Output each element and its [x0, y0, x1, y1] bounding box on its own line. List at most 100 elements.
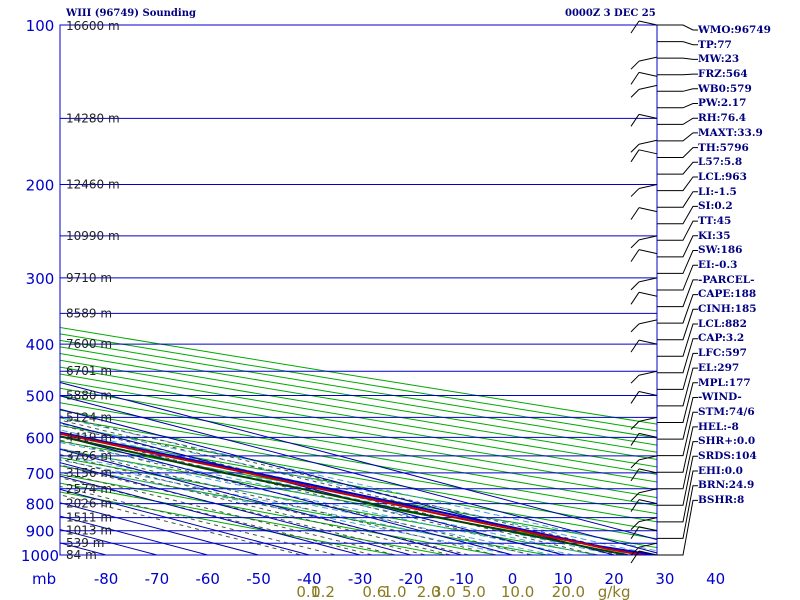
- pressure-label: 500: [26, 387, 55, 405]
- wind-barb-flag: [630, 433, 640, 446]
- wind-barb-staff: [638, 550, 658, 556]
- wind-barb-staff: [638, 517, 658, 523]
- sounding-parameter: BRN:24.9: [698, 479, 755, 492]
- parameter-leader-line: [657, 264, 698, 291]
- sounding-parameters-panel: WMO:96749 TP:77 MW:23 FRZ:564 WB0:579 PW:2.17…: [698, 23, 798, 508]
- wind-barb-staff: [638, 488, 658, 494]
- mixing-ratio-label: 5.0: [462, 583, 486, 600]
- sounding-parameter: BSHR:8: [698, 494, 745, 506]
- pressure-label: 900: [26, 523, 55, 541]
- wind-barb-staff: [638, 235, 658, 241]
- parameter-leader-line: [657, 323, 698, 357]
- wind-barb-flag: [630, 374, 640, 384]
- wind-barb-staff: [638, 184, 658, 190]
- wind-barb-flag: [630, 143, 640, 153]
- temperature-tick-label: -20: [399, 570, 424, 588]
- parameter-leader-line: [657, 338, 698, 374]
- wind-barb-flag: [630, 339, 640, 353]
- sounding-parameter: STM:74/6: [698, 405, 755, 418]
- wind-barb-flag: [630, 323, 640, 333]
- wind-barb-staff: [638, 432, 658, 438]
- mixing-ratio-label: 0.6: [362, 583, 386, 600]
- sounding-parameter: TT:45: [698, 214, 732, 227]
- height-label: 5124 m: [66, 410, 112, 424]
- mixing-ratio-label: 0.2: [311, 583, 335, 600]
- wind-barb-flag: [630, 526, 640, 540]
- mixing-ratio-line: [60, 415, 641, 555]
- wind-barb-flag: [630, 89, 640, 98]
- sounding-parameter: TP:77: [698, 38, 732, 51]
- wind-barb-flag: [630, 149, 640, 163]
- wind-barb-flag: [630, 421, 640, 430]
- wind-barb-staff: [638, 249, 658, 255]
- sounding-parameter: EL:297: [698, 361, 740, 374]
- wind-barb-staff: [638, 291, 658, 297]
- parameter-leader-line: [657, 397, 698, 440]
- x-axis-unit: mb: [32, 570, 56, 588]
- parameter-leader-line: [657, 426, 698, 473]
- parameter-leader-line: [657, 147, 698, 158]
- parameter-leader-line: [657, 24, 698, 31]
- sounding-parameter: RH:76.4: [698, 112, 747, 125]
- pressure-label: 100: [26, 17, 55, 35]
- temperature-tick-label: -70: [145, 570, 170, 588]
- wind-barb-flag: [630, 188, 640, 197]
- wind-barb-flag: [630, 521, 640, 530]
- wind-barb-staff: [638, 390, 658, 396]
- wind-barb-staff: [638, 499, 658, 505]
- parameter-leader-line: [657, 73, 698, 76]
- dry-adiabat: [60, 424, 657, 531]
- mixing-ratio-label: 20.0: [552, 583, 585, 600]
- parameter-leader-line: [657, 499, 698, 556]
- sounding-parameter: TH:5796: [698, 141, 749, 154]
- dry-adiabat: [60, 432, 657, 540]
- wind-barb-staff: [638, 84, 658, 90]
- temperature-tick-label: -50: [246, 570, 271, 588]
- sounding-parameter: EI:-0.3: [698, 259, 738, 271]
- mixing-ratio-label: 10.0: [501, 583, 534, 600]
- pressure-label: 200: [26, 177, 55, 195]
- wind-barb-flag: [630, 499, 640, 512]
- wind-barb-staff: [638, 71, 658, 77]
- height-label: 2574 m: [66, 482, 112, 496]
- wind-barb-flag: [630, 391, 640, 404]
- sounding-parameter: MW:23: [698, 53, 740, 66]
- sounding-parameter: SRDS:104: [698, 449, 757, 462]
- mixing-ratio-label: 2.0: [417, 583, 441, 600]
- parameter-leader-line: [657, 294, 698, 324]
- pressure-label: 1000: [21, 547, 59, 565]
- wind-barb-staff: [638, 526, 658, 532]
- wind-barb-staff: [638, 416, 658, 422]
- temperature-tick-label: 0: [508, 570, 518, 588]
- sounding-parameter: CAP:3.2: [698, 332, 745, 345]
- parameter-leader-line: [657, 352, 698, 390]
- height-label: 16600 m: [66, 19, 120, 33]
- height-label: 10990 m: [66, 229, 120, 243]
- wind-barb-staff: [638, 149, 658, 155]
- dry-adiabat: [60, 448, 649, 555]
- station-title: WIII (96749) Sounding: [66, 8, 196, 19]
- wind-barb-staff: [638, 113, 658, 119]
- parameter-leader-line: [657, 117, 698, 125]
- parameter-leader-line: [657, 176, 698, 192]
- sounding-parameter: HEL:-8: [698, 420, 739, 433]
- wind-barb-flag: [630, 207, 640, 220]
- height-label: 2026 m: [66, 497, 112, 511]
- sounding-parameter: CAPE:188: [698, 288, 757, 301]
- dry-adiabat: [60, 465, 548, 555]
- height-label: 1013 m: [66, 524, 112, 538]
- parameter-leader-line: [657, 41, 698, 46]
- sounding-parameter: -PARCEL-: [698, 273, 755, 286]
- parameter-leader-line: [657, 235, 698, 258]
- parameter-leader-line: [657, 191, 698, 208]
- sounding-parameter: LI:-1.5: [698, 185, 737, 198]
- wind-barb-staff: [638, 277, 658, 283]
- dry-adiabat: [60, 402, 657, 507]
- temperature-tick-label: -80: [94, 570, 119, 588]
- sounding-parameter: EHI:0.0: [698, 464, 743, 477]
- wind-barb-flag: [630, 492, 640, 502]
- isotherm: [60, 435, 513, 555]
- temperature-tick-label: -60: [195, 570, 220, 588]
- parameter-leader-line: [657, 132, 698, 142]
- parameter-leader-line: [657, 382, 698, 423]
